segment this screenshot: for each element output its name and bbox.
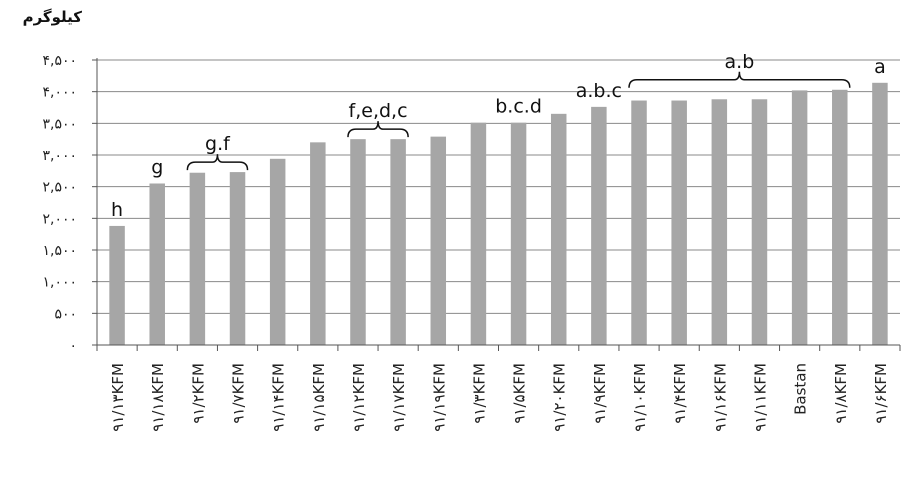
bar xyxy=(711,99,728,346)
x-tick-label: ۹۱/۱۳KFM xyxy=(109,363,127,432)
bar xyxy=(751,99,768,346)
significance-labels: h g g.f f,e,d,c b.c.d a.b.c a.b a xyxy=(111,51,886,221)
y-tick-label: ۱,۰۰۰ xyxy=(42,275,77,291)
y-tick-labels: ۰ ۵۰۰ ۱,۰۰۰ ۱,۵۰۰ ۲,۰۰۰ ۲,۵۰۰ ۳,۰۰۰ ۳,۵۰۰ ۴,۰۰۰ ۴… xyxy=(42,53,97,354)
significance-label: f,e,d,c xyxy=(349,100,408,122)
y-tick-label: ۲,۰۰۰ xyxy=(42,211,77,227)
significance-label: g xyxy=(151,157,163,179)
bar xyxy=(109,225,125,345)
x-tick-label: ۹۱/۱۸KFM xyxy=(149,363,167,432)
x-tick-label: ۹۱/۱۰KFM xyxy=(631,363,649,432)
x-tick-label: ۹۱/۲۰KFM xyxy=(551,363,569,432)
x-tick-label: ۹۱/۸KFM xyxy=(832,363,850,424)
bar xyxy=(671,100,687,346)
bars xyxy=(109,82,888,346)
x-tick-label: ۹۱/۱۲KFM xyxy=(350,363,368,432)
bar xyxy=(390,139,406,345)
y-tick-label: ۴,۰۰۰ xyxy=(42,85,77,101)
x-tick-label: ۹۱/۷KFM xyxy=(230,363,248,424)
x-tick-label: ۹۱/۱۶KFM xyxy=(711,363,729,432)
y-tick-label: ۰ xyxy=(69,338,77,354)
significance-label: b.c.d xyxy=(495,96,542,118)
group-bracket xyxy=(347,121,409,138)
significance-label: a.b xyxy=(725,51,755,73)
significance-label: g.f xyxy=(205,133,231,155)
x-tick-label: ۹۱/۵KFM xyxy=(511,363,529,424)
y-tick-label: ۴,۵۰۰ xyxy=(42,53,77,69)
y-tick-label: ۳,۵۰۰ xyxy=(42,116,77,132)
bar xyxy=(149,183,165,345)
bar xyxy=(229,172,246,345)
group-bracket xyxy=(628,71,851,88)
x-tick-label: ۹۱/۱۷KFM xyxy=(390,363,408,432)
x-tick-label: ۹۱/۱۴KFM xyxy=(270,363,288,432)
x-tick-label: ۹۱/۳KFM xyxy=(470,363,488,424)
bar xyxy=(470,122,487,345)
x-tick-label: ۹۱/۲KFM xyxy=(189,363,207,424)
bar xyxy=(550,113,567,345)
x-tick-labels: ۹۱/۱۳KFM ۹۱/۱۸KFM ۹۱/۲KFM ۹۱/۷KFM ۹۱/۱۴KFM ۹۱… xyxy=(109,363,890,432)
significance-label: a xyxy=(874,56,886,78)
x-tick-label: ۹۱/۱۵KFM xyxy=(310,363,328,432)
bar xyxy=(631,100,647,346)
x-tick-label: ۹۱/۱۱KFM xyxy=(751,363,769,432)
bar xyxy=(310,142,326,345)
significance-label: a.b.c xyxy=(576,80,622,102)
y-axis-label: کیلوگرم xyxy=(23,8,83,26)
axes xyxy=(96,58,901,351)
x-tick-label: ۹۱/۱۹KFM xyxy=(430,363,448,432)
bar xyxy=(510,122,527,345)
x-tick-label: ۹۱/۴KFM xyxy=(671,363,689,424)
y-tick-label: ۲,۵۰۰ xyxy=(42,180,77,196)
bar xyxy=(791,90,808,346)
bar xyxy=(269,158,286,345)
bar xyxy=(189,172,206,345)
x-tick-label: ۹۱/۹KFM xyxy=(591,363,609,424)
bar xyxy=(350,139,366,345)
bar xyxy=(872,82,888,346)
y-tick-label: ۱,۵۰۰ xyxy=(42,243,77,259)
bar xyxy=(832,89,848,346)
y-tick-label: ۵۰۰ xyxy=(54,306,77,322)
group-bracket xyxy=(186,154,249,171)
bar xyxy=(591,106,607,345)
bar xyxy=(430,136,447,345)
significance-label: h xyxy=(111,199,123,221)
x-tick-label: Bastan xyxy=(792,363,810,415)
x-tick-label: ۹۱/۶KFM xyxy=(872,363,890,424)
y-tick-label: ۳,۰۰۰ xyxy=(42,148,77,164)
